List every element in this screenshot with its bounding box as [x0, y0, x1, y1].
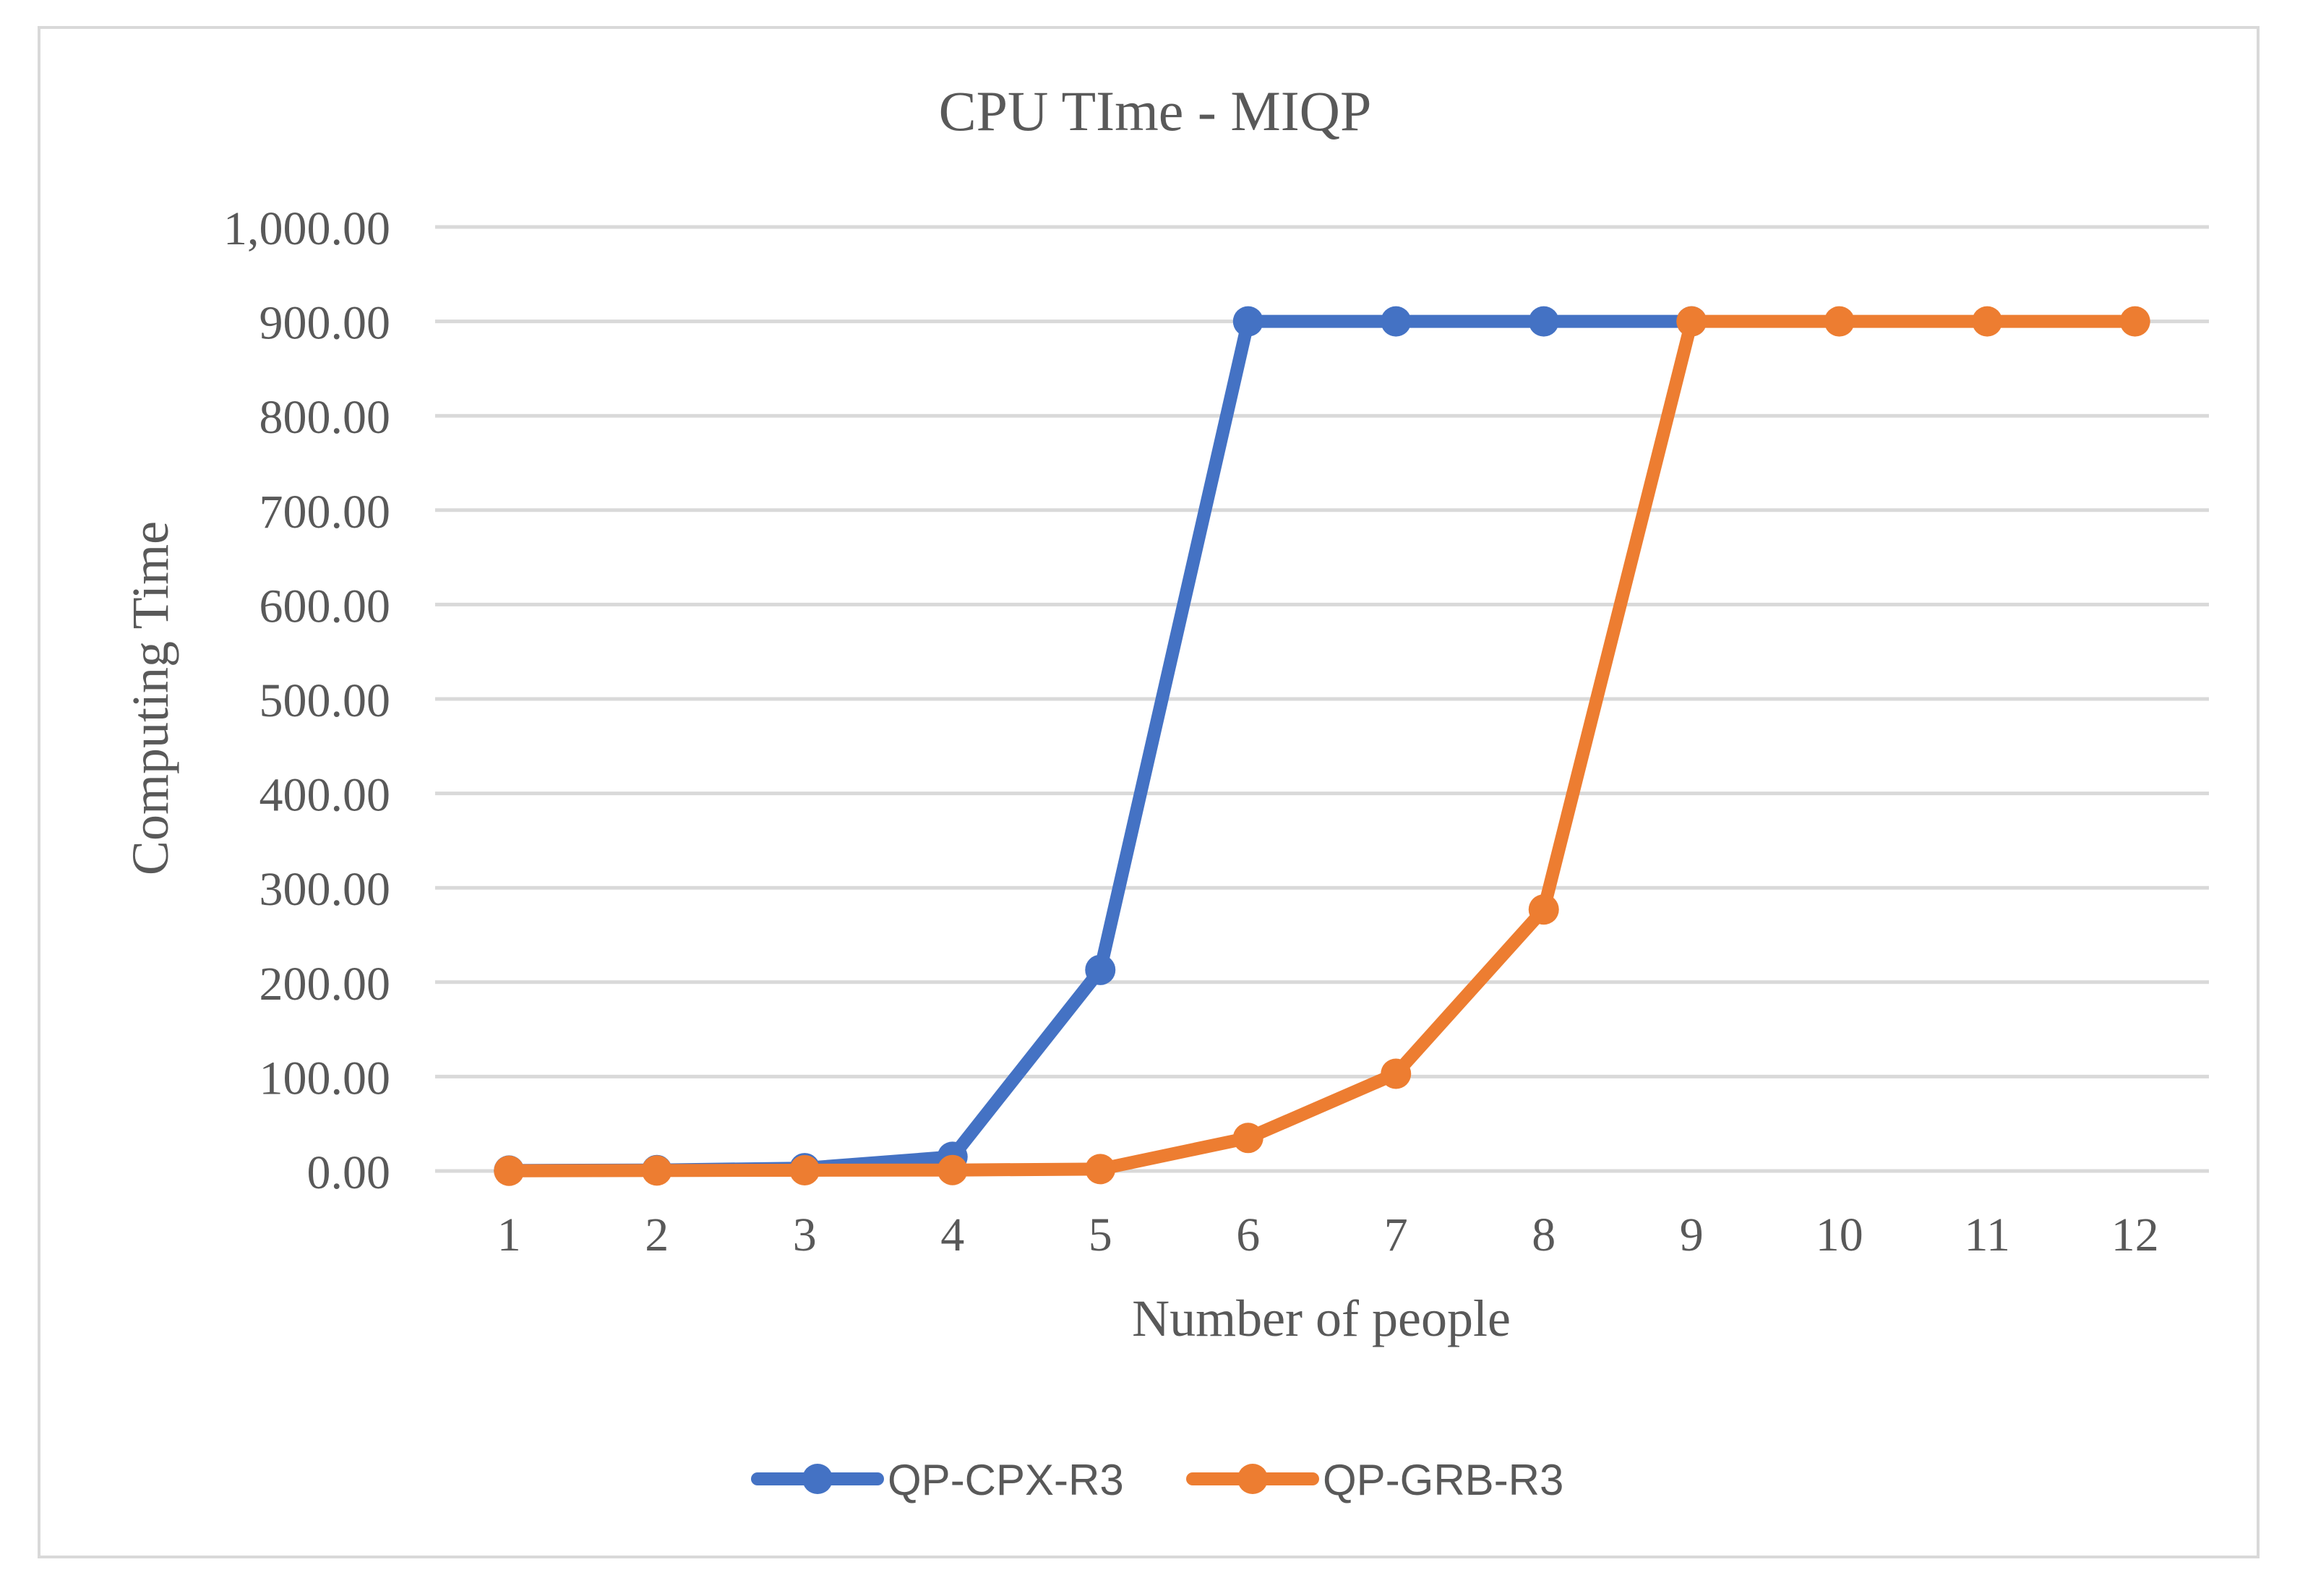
x-tick-label: 11: [1964, 1209, 2010, 1261]
legend-swatch-marker: [1237, 1464, 1268, 1494]
legend-label: QP-CPX-R3: [888, 1456, 1124, 1504]
legend-swatch-marker: [802, 1464, 833, 1494]
x-axis-label: Number of people: [1132, 1290, 1511, 1347]
y-tick-label: 600.00: [259, 580, 391, 632]
y-tick-label: 200.00: [259, 958, 391, 1011]
data-point: [641, 1155, 672, 1186]
data-point: [1381, 1058, 1412, 1089]
x-tick-label: 2: [645, 1209, 669, 1261]
series-QP-GRB-R3: [494, 306, 2150, 1186]
data-point: [1085, 954, 1116, 985]
data-point: [1528, 306, 1559, 337]
data-point: [1232, 306, 1263, 337]
series-QP-CPX-R3: [494, 306, 1707, 1186]
data-point: [494, 1155, 525, 1186]
x-tick-label: 8: [1532, 1209, 1555, 1261]
y-tick-label: 800.00: [259, 391, 391, 444]
x-axis-tick-labels: 1 2 3 4 5 6 7 8 9 10 11 12: [497, 1209, 2159, 1261]
y-axis-label: Computing Time: [121, 521, 179, 875]
x-tick-label: 9: [1680, 1209, 1704, 1261]
data-point: [1676, 306, 1707, 337]
legend-item: QP-GRB-R3: [1186, 1456, 1563, 1504]
data-point: [1381, 306, 1412, 337]
x-tick-label: 10: [1816, 1209, 1863, 1261]
x-tick-label: 3: [793, 1209, 817, 1261]
legend: QP-CPX-R3 QP-GRB-R3: [751, 1456, 1563, 1504]
x-tick-label: 1: [497, 1209, 521, 1261]
data-point: [1232, 1123, 1263, 1154]
y-tick-label: 1,000.00: [223, 202, 390, 255]
x-tick-label: 7: [1384, 1209, 1408, 1261]
data-point: [1972, 306, 2003, 337]
legend-label: QP-GRB-R3: [1323, 1456, 1563, 1504]
y-tick-label: 400.00: [259, 769, 391, 822]
y-axis-tick-labels: 0.00 100.00 200.00 300.00 400.00 500.00 600.00…: [223, 202, 390, 1199]
series-group: [494, 306, 2150, 1186]
y-tick-label: 900.00: [259, 297, 391, 350]
series-line: [502, 314, 1699, 1177]
y-tick-label: 100.00: [259, 1052, 391, 1104]
y-tick-label: 300.00: [259, 863, 391, 916]
gridlines: [435, 225, 2209, 1173]
x-tick-label: 5: [1089, 1209, 1112, 1261]
series-line: [502, 314, 2142, 1177]
x-tick-label: 4: [940, 1209, 964, 1261]
y-tick-label: 700.00: [259, 486, 391, 539]
data-point: [1824, 306, 1855, 337]
x-tick-label: 6: [1236, 1209, 1260, 1261]
data-point: [937, 1154, 968, 1185]
x-tick-label: 12: [2111, 1209, 2159, 1261]
y-tick-label: 500.00: [259, 674, 391, 727]
legend-item: QP-CPX-R3: [751, 1456, 1124, 1504]
data-point: [2119, 306, 2150, 337]
chart-title: CPU TIme - MIQP: [939, 80, 1372, 142]
data-point: [789, 1154, 820, 1185]
y-tick-label: 0.00: [307, 1146, 391, 1199]
data-point: [1528, 894, 1559, 925]
data-point: [1085, 1154, 1116, 1185]
